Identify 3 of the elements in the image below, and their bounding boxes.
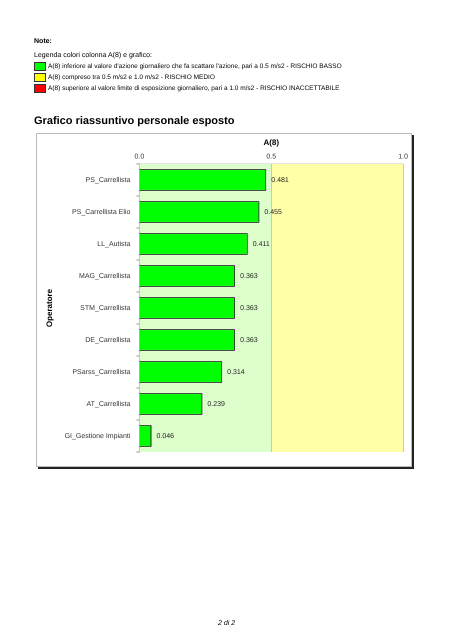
chart-title: Grafico riassuntivo personale esposto [34, 115, 235, 127]
y-axis-title: Operatore [45, 288, 54, 328]
x-axis-title: A(8) [263, 138, 280, 148]
